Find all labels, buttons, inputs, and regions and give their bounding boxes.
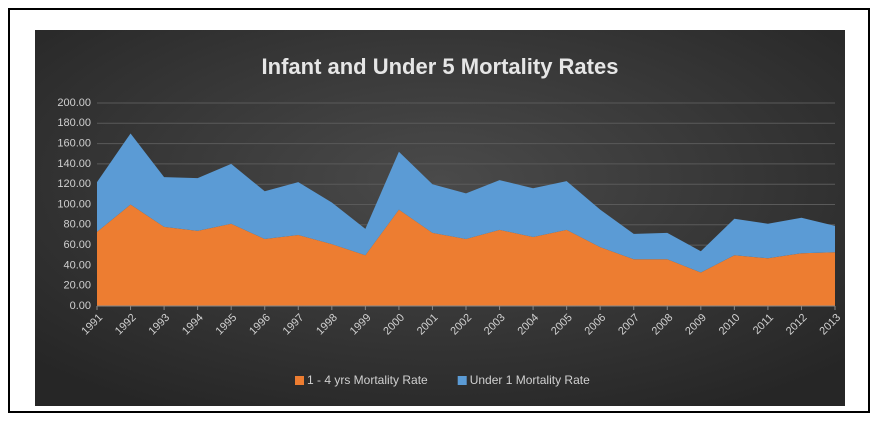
- y-tick-label: 60.00: [63, 239, 91, 251]
- legend-label: 1 - 4 yrs Mortality Rate: [307, 373, 428, 387]
- y-tick-label: 20.00: [63, 280, 91, 292]
- y-tick-label: 180.00: [57, 117, 91, 129]
- y-tick-label: 200.00: [57, 97, 91, 109]
- legend-label: Under 1 Mortality Rate: [470, 373, 590, 387]
- y-tick-label: 40.00: [63, 259, 91, 271]
- y-tick-label: 120.00: [57, 178, 91, 190]
- y-tick-label: 140.00: [57, 158, 91, 170]
- chart-title: Infant and Under 5 Mortality Rates: [262, 54, 619, 79]
- legend-swatch: [295, 376, 304, 385]
- y-tick-label: 0.00: [70, 300, 91, 312]
- area: [97, 133, 835, 273]
- area: [97, 204, 835, 306]
- y-tick-label: 160.00: [57, 138, 91, 150]
- y-tick-label: 100.00: [57, 198, 91, 210]
- y-tick-label: 80.00: [63, 219, 91, 231]
- legend-swatch: [457, 376, 467, 385]
